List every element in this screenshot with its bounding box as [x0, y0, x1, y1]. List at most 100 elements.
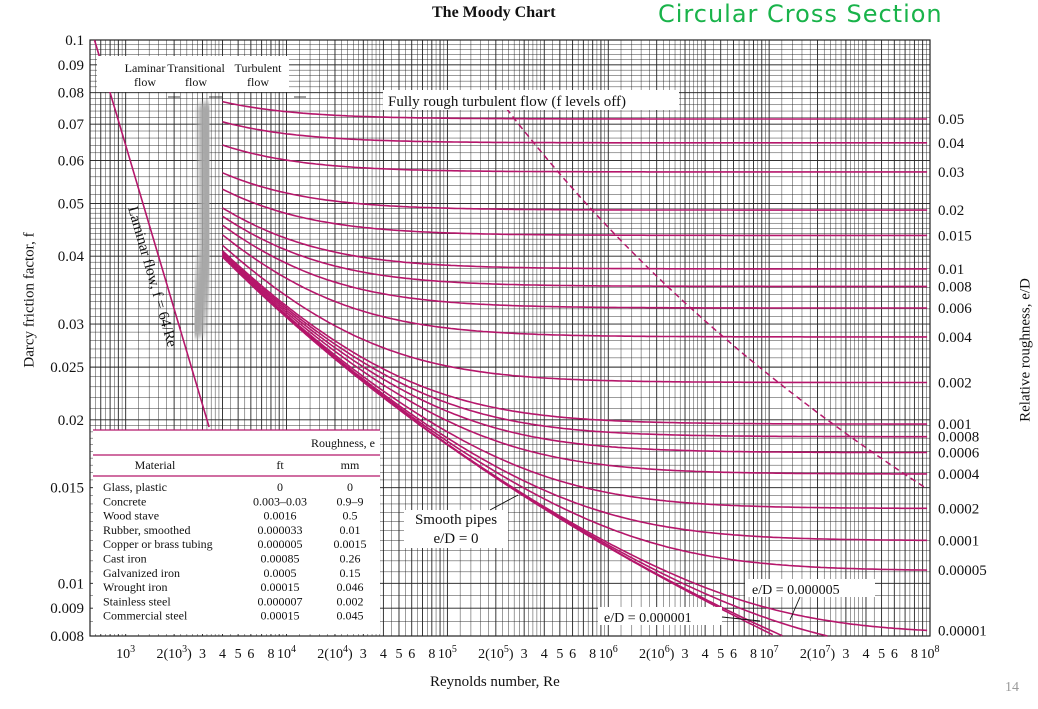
- table-cell-ft: 0.003–0.03: [253, 494, 307, 508]
- friction-curve: [222, 100, 928, 120]
- x-tick-label: 6: [569, 647, 576, 662]
- friction-curve: [222, 172, 928, 211]
- x-tick-label: 4: [862, 647, 869, 662]
- x-tick-label: 2(104): [317, 644, 353, 662]
- table-cell-ft: 0.00015: [261, 609, 300, 623]
- y-tick-label: 0.008: [50, 629, 84, 645]
- ed-1e-6-label: e/D = 0.000001: [604, 611, 692, 626]
- x-tick-label: 6: [891, 647, 898, 662]
- table-col-header: Material: [135, 458, 176, 472]
- x-tick-label: 3: [199, 647, 206, 662]
- y-tick-label: 0.07: [58, 117, 85, 133]
- table-cell-ft: 0.00015: [261, 580, 300, 594]
- x-tick-label: 5: [395, 647, 402, 662]
- friction-curve: [221, 244, 928, 384]
- table-cell-material: Glass, plastic: [103, 480, 167, 494]
- roughness-label: 0.01: [938, 262, 964, 278]
- roughness-label: 0.0006: [938, 446, 980, 462]
- x-tick-label: 2(105): [478, 644, 514, 662]
- table-cell-mm: 0.01: [340, 523, 361, 537]
- smooth-pipes-label: Smooth pipes: [415, 512, 497, 528]
- table-bg: [93, 430, 380, 634]
- x-tick-label: 6: [408, 647, 415, 662]
- table-cell-ft: 0: [277, 480, 283, 494]
- ed-5e-6-label: e/D = 0.000005: [752, 583, 840, 598]
- table-cell-material: Cast iron: [103, 552, 147, 566]
- handwritten-note: Circular Cross Section: [658, 0, 943, 28]
- x-tick-label: 3: [682, 647, 689, 662]
- table-cell-ft: 0.000005: [258, 537, 303, 551]
- x-tick-label: 3: [360, 647, 367, 662]
- x-tick-label: 8: [911, 647, 918, 662]
- ed5-bg: [745, 579, 875, 597]
- x-tick-label: 6: [247, 647, 254, 662]
- plot-frame: [89, 39, 931, 637]
- x-tick-label: 5: [717, 647, 724, 662]
- friction-curve: [222, 215, 928, 288]
- x-tick-label: 8: [750, 647, 757, 662]
- smooth-ed-label: e/D = 0: [433, 531, 478, 547]
- roughness-label: 0.006: [938, 301, 972, 317]
- friction-curve: [222, 234, 928, 338]
- table-cell-material: Rubber, smoothed: [103, 523, 191, 537]
- friction-curve: [222, 207, 928, 270]
- y-tick-label: 0.1: [65, 33, 84, 49]
- table-cell-mm: 0.0015: [334, 537, 367, 551]
- x-tick-label: 6: [730, 647, 737, 662]
- table-cell-mm: 0.15: [340, 566, 361, 580]
- roughness-label: 0.0004: [938, 467, 980, 483]
- friction-curve: [221, 255, 928, 542]
- y-tick-label: 0.03: [58, 317, 84, 333]
- ed5-pointer: [789, 596, 801, 621]
- x-tick-label: 2(107): [800, 644, 836, 662]
- page-number: 14: [1005, 680, 1019, 695]
- table-cell-material: Galvanized iron: [103, 566, 180, 580]
- friction-curve: [222, 224, 928, 309]
- region-header: [97, 56, 289, 92]
- y-tick-label: 0.04: [58, 249, 85, 265]
- table-cell-mm: 0.002: [337, 594, 364, 608]
- friction-curve: [222, 188, 928, 237]
- smooth-pointer: [489, 494, 519, 511]
- table-cell-mm: 0.045: [337, 609, 364, 623]
- region-bg: [97, 56, 289, 92]
- table-cell-material: Wood stave: [103, 509, 159, 523]
- roughness-label: 0.015: [938, 228, 972, 244]
- roughness-label: 0.04: [938, 136, 965, 152]
- x-tick-label: 3: [521, 647, 528, 662]
- curves-group: [93, 39, 928, 637]
- x-tick-label: 4: [541, 647, 548, 662]
- friction-curve: [221, 252, 928, 454]
- fully-rough-label: Fully rough turbulent flow (f levels off…: [388, 94, 626, 110]
- y-tick-label: 0.06: [58, 154, 85, 170]
- table-cell-mm: 0.046: [337, 580, 364, 594]
- table-cell-mm: 0: [347, 480, 353, 494]
- annotation-bg: [383, 90, 679, 110]
- x-tick-label: 8: [428, 647, 435, 662]
- x-tick-label: 8: [267, 647, 274, 662]
- x-tick-label: 8: [589, 647, 596, 662]
- table-cell-mm: 0.9–9: [337, 494, 364, 508]
- fully-rough-boundary: [505, 108, 925, 488]
- y-tick-label: 0.015: [50, 481, 84, 497]
- friction-curve: [221, 256, 774, 636]
- roughness-label: 0.00005: [938, 563, 987, 579]
- table-group-header: Roughness, e: [311, 436, 375, 450]
- table-cell-ft: 0.00085: [261, 552, 300, 566]
- table-cell-material: Wrought iron: [103, 580, 168, 594]
- friction-curve: [222, 144, 928, 173]
- chart-title: The Moody Chart: [432, 4, 556, 21]
- y-tick-label: 0.009: [50, 601, 84, 617]
- ed1-bg: [598, 607, 722, 625]
- x-tick-label: 2(103): [156, 644, 192, 662]
- x-axis-label: Reynolds number, Re: [430, 674, 560, 690]
- table-cell-material: Copper or brass tubing: [103, 537, 213, 551]
- x-tick-label: 105: [438, 644, 457, 662]
- table-cell-material: Commercial steel: [103, 609, 188, 623]
- x-tick-label: 108: [921, 644, 940, 662]
- table-cell-ft: 0.000033: [258, 523, 303, 537]
- roughness-label: 0.05: [938, 112, 964, 128]
- roughness-label: 0.02: [938, 203, 964, 219]
- table-cell-ft: 0.0005: [264, 566, 297, 580]
